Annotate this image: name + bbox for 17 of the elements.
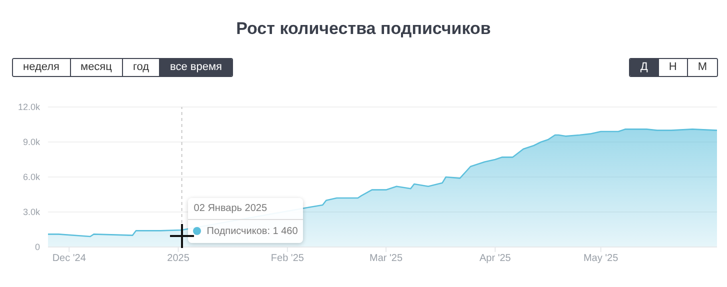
y-tick-label: 0	[34, 242, 40, 252]
y-tick-label: 12.0k	[18, 102, 40, 112]
y-tick-label: 9.0k	[22, 137, 40, 148]
x-tick-label: Apr '25	[479, 253, 512, 264]
x-tick-label: May '25	[583, 253, 619, 264]
button-group: Д Н М	[629, 58, 718, 77]
x-tick-label: Mar '25	[370, 253, 403, 264]
y-tick-label: 3.0k	[22, 207, 40, 218]
x-tick-label: Dec '24	[52, 253, 86, 264]
tooltip-box: 02 Январь 2025 Подписчиков: 1 460	[188, 198, 303, 243]
chart-title: Рост количества подписчиков	[235, 19, 492, 39]
annotation: 02 Январь 2025	[188, 198, 303, 220]
button-group: неделя месяц год все время	[12, 58, 234, 77]
annotation: Подписчиков: 1 460	[206, 226, 298, 237]
x-tick-label: 2025	[167, 253, 190, 264]
y-tick-label: 6.0k	[22, 172, 40, 182]
x-tick-label: Feb '25	[270, 253, 304, 264]
